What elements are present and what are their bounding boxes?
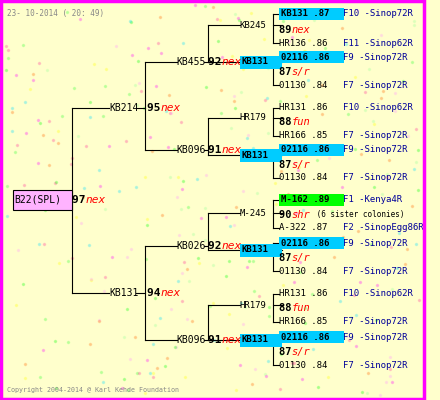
Text: F10 -Sinop62R: F10 -Sinop62R (343, 104, 413, 112)
Text: F9 -Sinop72R: F9 -Sinop72R (343, 52, 407, 62)
Text: shr: shr (292, 210, 311, 220)
Text: 01130 .84: 01130 .84 (279, 266, 328, 276)
Text: fun: fun (292, 303, 311, 313)
Text: HR136 .86: HR136 .86 (279, 38, 328, 48)
Bar (279, 194, 344, 206)
Text: HR179: HR179 (240, 114, 267, 122)
Text: KB214: KB214 (109, 103, 139, 113)
Text: 01130 .84: 01130 .84 (279, 360, 328, 370)
Text: F9 -Sinop72R: F9 -Sinop72R (343, 146, 407, 154)
Text: 88: 88 (279, 303, 298, 313)
Text: nex: nex (221, 335, 242, 345)
Bar (240, 334, 282, 346)
Bar (240, 244, 282, 256)
Text: F7 -Sinop72R: F7 -Sinop72R (343, 132, 407, 140)
Text: HR179: HR179 (240, 300, 267, 310)
Text: 01130 .84: 01130 .84 (279, 80, 328, 90)
Text: 87: 87 (279, 160, 298, 170)
Text: HR131 .86: HR131 .86 (279, 104, 328, 112)
Text: F7 -Sinop72R: F7 -Sinop72R (343, 80, 407, 90)
Text: s/r: s/r (292, 160, 311, 170)
Text: 02116 .86: 02116 .86 (281, 332, 330, 342)
Text: nex: nex (221, 241, 242, 251)
Bar (13, 190, 73, 210)
Text: KB026: KB026 (177, 241, 206, 251)
Text: KB096: KB096 (177, 335, 206, 345)
Text: F7 -Sinop72R: F7 -Sinop72R (343, 266, 407, 276)
Text: 87: 87 (279, 253, 298, 263)
Text: A-322 .87: A-322 .87 (279, 224, 328, 232)
Text: M-245: M-245 (240, 208, 267, 218)
Text: nex: nex (221, 145, 242, 155)
Text: KB131: KB131 (242, 336, 268, 344)
Text: 91: 91 (208, 335, 228, 345)
Text: KB131: KB131 (109, 288, 139, 298)
Text: KB455: KB455 (177, 57, 206, 67)
Bar (279, 331, 344, 343)
Text: s/r: s/r (292, 347, 311, 357)
Bar (240, 56, 282, 68)
Text: KB245: KB245 (240, 20, 267, 30)
Text: nex: nex (161, 103, 181, 113)
Text: 89: 89 (279, 25, 298, 35)
Text: s/r: s/r (292, 67, 311, 77)
Text: fun: fun (292, 117, 311, 127)
Text: KB131: KB131 (242, 150, 268, 160)
Text: F10 -Sinop62R: F10 -Sinop62R (343, 290, 413, 298)
Text: 02116 .86: 02116 .86 (281, 52, 330, 62)
Text: 23- 10-2014 ( 20: 49): 23- 10-2014 ( 20: 49) (7, 9, 104, 18)
Text: B22(SPL): B22(SPL) (15, 195, 62, 205)
Bar (240, 148, 282, 162)
Text: 87: 87 (279, 67, 298, 77)
Text: F7 -Sinop72R: F7 -Sinop72R (343, 360, 407, 370)
Text: nex: nex (161, 288, 181, 298)
Text: M-162 .89: M-162 .89 (281, 196, 330, 204)
Text: 88: 88 (279, 117, 298, 127)
Text: 92: 92 (208, 241, 228, 251)
Text: F2 -SinopEgg86R: F2 -SinopEgg86R (343, 224, 424, 232)
Text: F9 -Sinop72R: F9 -Sinop72R (343, 332, 407, 342)
Text: HR131 .86: HR131 .86 (279, 290, 328, 298)
Text: Copyright 2004-2014 @ Karl Kehde Foundation: Copyright 2004-2014 @ Karl Kehde Foundat… (7, 387, 179, 393)
Text: KB096: KB096 (177, 145, 206, 155)
Text: F7 -Sinop72R: F7 -Sinop72R (343, 174, 407, 182)
Text: F7 -Sinop72R: F7 -Sinop72R (343, 318, 407, 326)
Text: F1 -Kenya4R: F1 -Kenya4R (343, 196, 402, 204)
Text: 91: 91 (208, 145, 228, 155)
Text: F9 -Sinop72R: F9 -Sinop72R (343, 238, 407, 248)
Text: 02116 .86: 02116 .86 (281, 238, 330, 248)
Text: 95: 95 (147, 103, 167, 113)
Bar (279, 51, 344, 63)
Text: KB131: KB131 (242, 246, 268, 254)
Text: KB131: KB131 (242, 58, 268, 66)
Text: HR166 .85: HR166 .85 (279, 318, 328, 326)
Text: 01130 .84: 01130 .84 (279, 174, 328, 182)
Text: nex: nex (292, 25, 311, 35)
Bar (279, 8, 344, 20)
Text: F11 -Sinop62R: F11 -Sinop62R (343, 38, 413, 48)
Text: 97: 97 (73, 195, 93, 205)
Text: 02116 .86: 02116 .86 (281, 146, 330, 154)
Text: 92: 92 (208, 57, 228, 67)
Text: 90: 90 (279, 210, 298, 220)
Text: (6 sister colonies): (6 sister colonies) (312, 210, 405, 220)
Text: 87: 87 (279, 347, 298, 357)
Text: nex: nex (86, 195, 106, 205)
Text: HR166 .85: HR166 .85 (279, 132, 328, 140)
Text: nex: nex (221, 57, 242, 67)
Text: F10 -Sinop72R: F10 -Sinop72R (343, 10, 413, 18)
Bar (279, 144, 344, 156)
Text: 94: 94 (147, 288, 167, 298)
Text: KB131 .87: KB131 .87 (281, 10, 330, 18)
Bar (279, 237, 344, 249)
Bar (13, 190, 73, 210)
Text: s/r: s/r (292, 253, 311, 263)
